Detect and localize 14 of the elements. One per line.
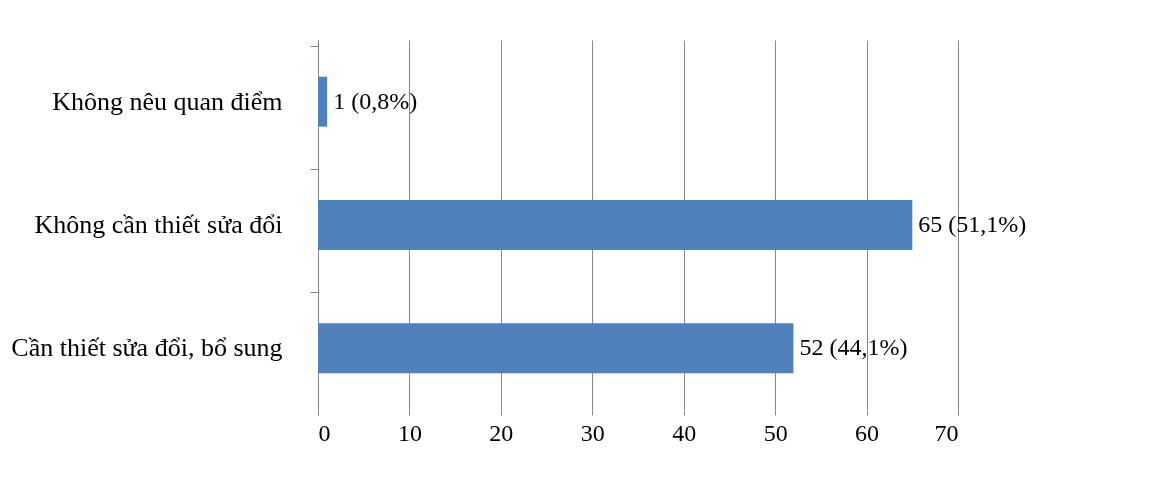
x-tick-label: 30 (580, 419, 605, 446)
data-label: 65 (51,1%) (918, 211, 1027, 237)
x-tick-label: 50 (763, 419, 788, 446)
data-label: 52 (44,1%) (799, 334, 908, 361)
x-tick-label: 40 (672, 419, 697, 446)
x-tick-label: 70 (934, 419, 959, 446)
y-tick-label: Không nêu quan điểm (52, 86, 283, 116)
x-tick-label: 20 (489, 419, 514, 446)
x-tick-label: 60 (855, 419, 880, 446)
x-tick-label: 0 (318, 419, 331, 446)
y-tick-label: Không cần thiết sửa đổi (34, 210, 283, 239)
y-tick-label: Cần thiết sửa đổi, bổ sung (11, 333, 283, 363)
x-tick-label: 10 (397, 419, 422, 446)
data-label: 1 (0,8%) (333, 87, 418, 114)
